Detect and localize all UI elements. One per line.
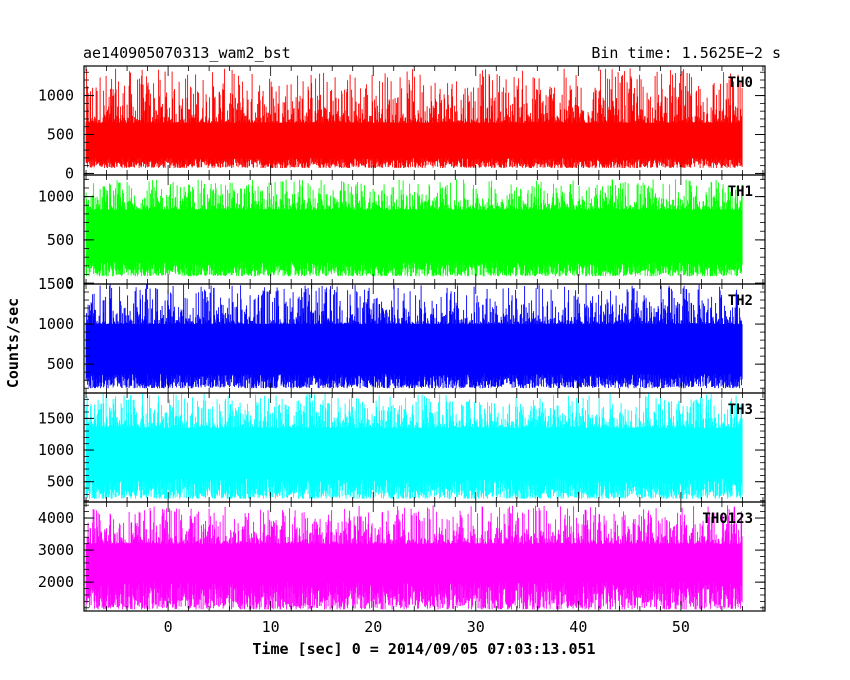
y-tick-label: 1500 — [38, 409, 74, 427]
series-th0123-line — [85, 505, 743, 610]
x-tick-label: 10 — [262, 618, 280, 636]
y-tick-label: 0 — [65, 164, 74, 182]
chart-title-right: Bin time: 1.5625E−2 s — [591, 44, 781, 62]
panel-th2: 500 1000 1500 TH2 — [38, 275, 766, 394]
y-axis-label: Counts/sec — [4, 298, 22, 388]
series-th2-line — [85, 284, 743, 389]
panel-th1: 0 500 1000 TH1 — [38, 174, 766, 292]
x-tick-label: 30 — [467, 618, 485, 636]
y-tick-label: 1500 — [38, 275, 74, 293]
series-label: TH3 — [728, 402, 753, 418]
series-label: TH1 — [728, 184, 753, 200]
panel-th0: 0 500 1000 TH0 — [38, 65, 766, 182]
x-tick-label: 40 — [569, 618, 587, 636]
y-tick-label: 500 — [47, 231, 74, 249]
chart-title-left: ae140905070313_wam2_bst — [83, 44, 291, 62]
series-label: TH0 — [728, 75, 753, 91]
series-th1-line — [85, 179, 743, 277]
y-tick-label: 500 — [47, 355, 74, 373]
y-tick-label: 4000 — [38, 509, 74, 527]
y-tick-label: 1000 — [38, 441, 74, 459]
series-th0-line — [85, 68, 743, 168]
x-tick-label: 50 — [672, 618, 690, 636]
x-axis: 0 10 20 30 40 50 — [164, 618, 690, 636]
y-tick-label: 500 — [47, 473, 74, 491]
series-label: TH2 — [728, 293, 753, 309]
y-tick-label: 1000 — [38, 315, 74, 333]
panels-group: 0 500 1000 TH0 0 500 1000 TH1 500 1000 1500 TH2 500 1… — [38, 65, 766, 612]
y-tick-label: 0 — [65, 274, 74, 292]
y-tick-label: 3000 — [38, 541, 74, 559]
y-tick-label: 1000 — [38, 87, 74, 105]
y-tick-label: 1000 — [38, 188, 74, 206]
y-tick-label: 2000 — [38, 573, 74, 591]
x-axis-label: Time [sec] 0 = 2014/09/05 07:03:13.051 — [252, 640, 595, 658]
series-th3-line — [85, 393, 743, 499]
y-tick-label: 500 — [47, 126, 74, 144]
panel-th3: 500 1000 1500 TH3 — [38, 392, 766, 503]
x-tick-label: 20 — [364, 618, 382, 636]
x-tick-label: 0 — [164, 618, 173, 636]
panel-th0123: 2000 3000 4000 TH0123 — [38, 501, 766, 612]
series-label: TH0123 — [702, 511, 753, 527]
